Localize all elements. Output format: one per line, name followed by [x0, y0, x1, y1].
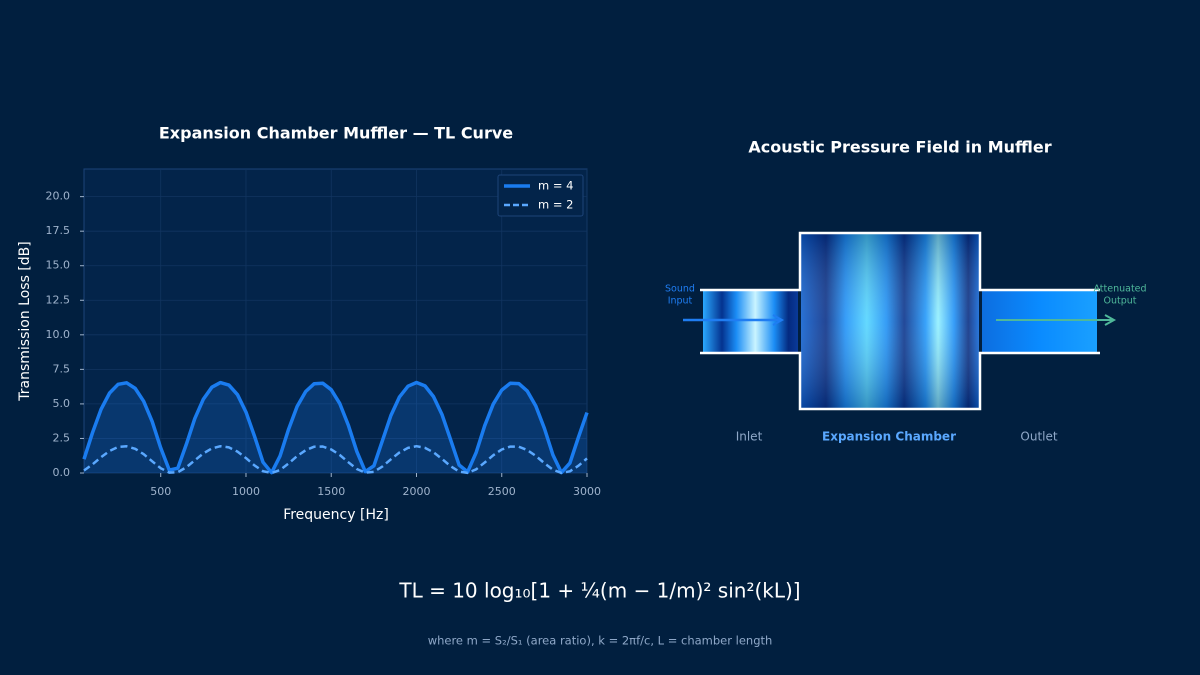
x-tick-label: 3000 — [573, 485, 601, 498]
y-axis-label: Transmission Loss [dB] — [17, 241, 33, 401]
x-tick-label: 2000 — [402, 485, 430, 498]
y-tick-label: 20.0 — [46, 190, 71, 203]
y-tick-label: 12.5 — [46, 293, 71, 306]
legend: m = 4 m = 2 — [497, 174, 584, 217]
plot-area — [83, 168, 588, 474]
section-label: Outlet — [1020, 430, 1057, 444]
y-tick-label: 5.0 — [53, 397, 71, 410]
x-axis-label: Frequency [Hz] — [283, 507, 389, 523]
outlet-field — [982, 291, 1097, 352]
chart-title: Expansion Chamber Muffler — TL Curve — [159, 124, 513, 143]
x-tick-label: 1500 — [317, 485, 345, 498]
y-tick-label: 0.0 — [53, 466, 71, 479]
legend-label: m = 4 — [538, 179, 573, 193]
y-tick-label: 2.5 — [53, 431, 71, 444]
y-tick-label: 10.0 — [46, 328, 71, 341]
output-label: Attenuated — [1093, 284, 1146, 295]
formula-note: where m = S₂/S₁ (area ratio), k = 2πf/c,… — [428, 634, 773, 648]
y-tick-label: 15.0 — [46, 259, 71, 272]
input-label: Sound — [665, 284, 695, 295]
inlet-field — [703, 291, 798, 352]
y-tick-label: 7.5 — [53, 362, 71, 375]
plot-layer — [82, 169, 589, 475]
formula: TL = 10 log₁₀[1 + ¼(m − 1/m)² sin²(kL)] — [398, 579, 800, 603]
x-tick-label: 2500 — [488, 485, 516, 498]
input-label: Input — [668, 296, 693, 307]
legend-label: m = 2 — [538, 198, 573, 212]
y-tick-label: 17.5 — [46, 224, 71, 237]
line — [83, 444, 588, 475]
muffler-outline — [700, 231, 1100, 411]
line — [82, 380, 589, 475]
x-tick-label: 500 — [150, 485, 171, 498]
output-label: Output — [1104, 296, 1137, 307]
chamber-shade — [801, 234, 979, 409]
output-arrowhead — [1104, 314, 1117, 326]
x-tick-label: 1000 — [232, 485, 260, 498]
section-label: Expansion Chamber — [822, 430, 956, 444]
diagram-title: Acoustic Pressure Field in Muffler — [748, 138, 1051, 157]
section-label: Inlet — [736, 430, 763, 444]
input-arrowhead — [772, 314, 785, 326]
